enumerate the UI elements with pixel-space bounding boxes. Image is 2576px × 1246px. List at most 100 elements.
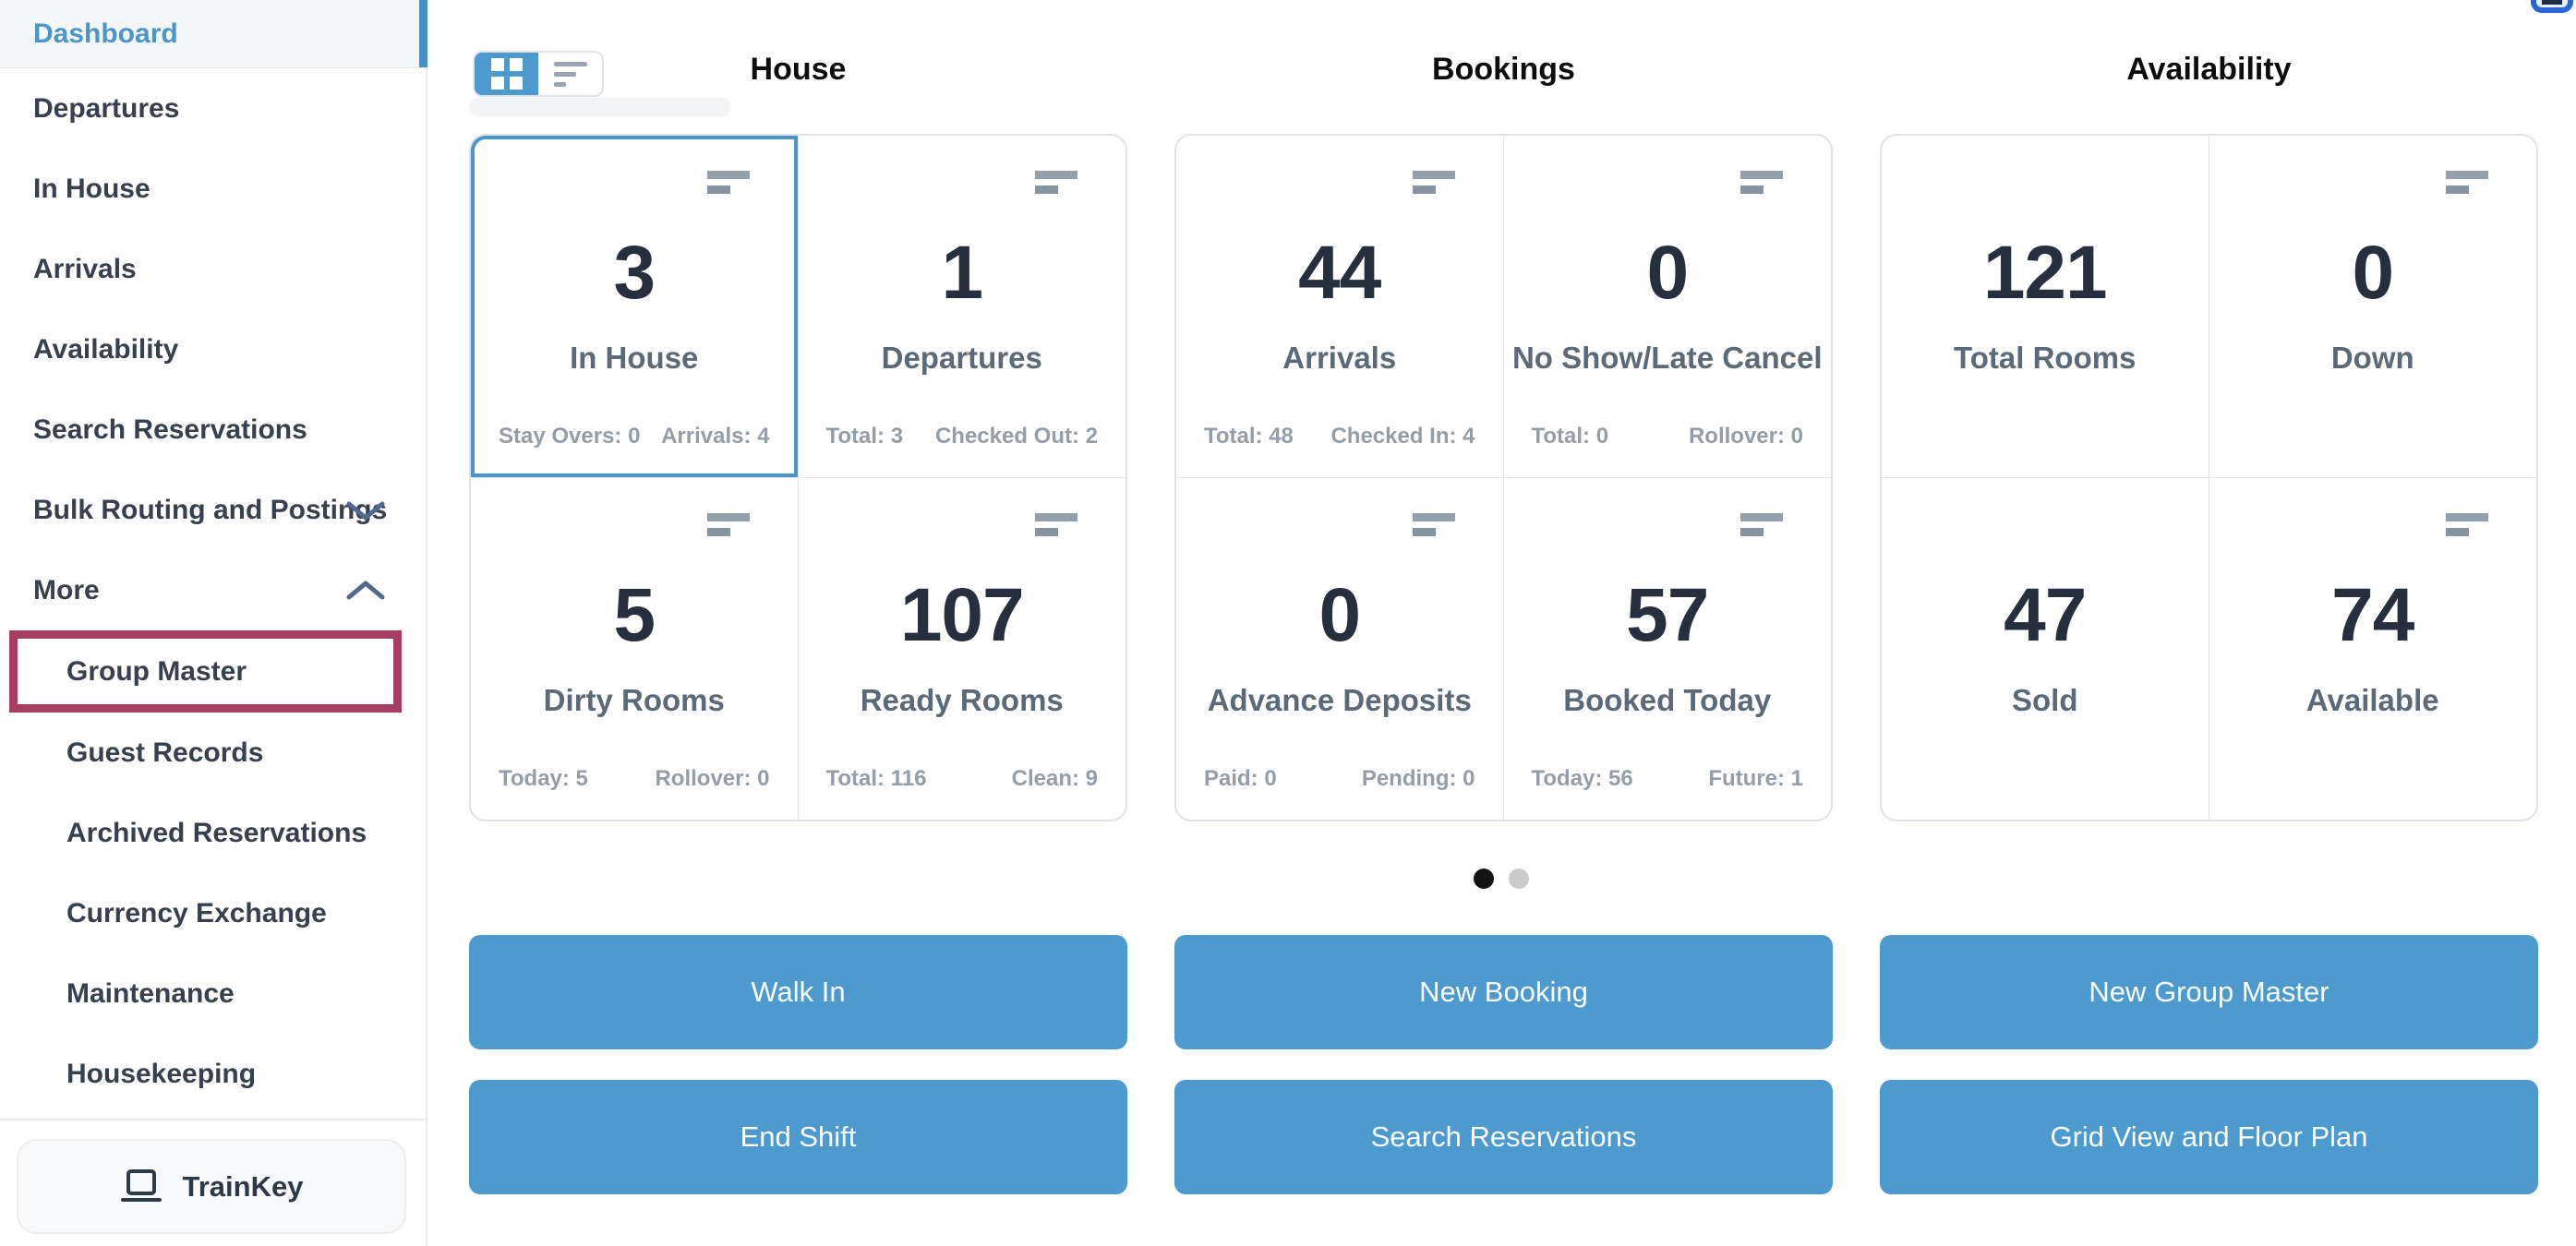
sidebar-item-label: Bulk Routing and Postings	[33, 494, 388, 525]
stat-value: 0	[1646, 231, 1689, 315]
sidebar-item-label: Currency Exchange	[66, 897, 327, 929]
sidebar-item-in-house[interactable]: In House	[0, 149, 426, 229]
stat-footer: Total: 116 Clean: 9	[826, 766, 1099, 792]
widget-glyph	[2542, 0, 2552, 5]
stat-value: 44	[1298, 231, 1381, 315]
stat-card-sold[interactable]: 47 Sold	[1882, 477, 2209, 820]
stat-footer-right: Checked In: 4	[1330, 423, 1475, 449]
trainkey-label: TrainKey	[182, 1169, 304, 1203]
stat-footer: Total: 3 Checked Out: 2	[826, 424, 1099, 449]
stat-label: In House	[570, 341, 699, 375]
card-menu-icon[interactable]	[2446, 512, 2488, 536]
stat-footer-left: Stay Overs: 0	[499, 423, 641, 449]
carousel-scrollbar[interactable]	[469, 98, 731, 116]
card-menu-icon[interactable]	[1412, 512, 1455, 536]
stat-card-arrivals[interactable]: 44 Arrivals Total: 48 Checked In: 4	[1176, 136, 1504, 478]
sidebar-item-arrivals[interactable]: Arrivals	[0, 229, 426, 309]
stat-label: Booked Today	[1563, 682, 1772, 717]
card-menu-icon[interactable]	[2446, 171, 2488, 194]
sidebar-item-group-master[interactable]: Group Master	[18, 639, 247, 704]
sidebar-item-guest-records[interactable]: Guest Records	[0, 713, 426, 793]
stat-footer-left: Today: 56	[1531, 766, 1633, 791]
stat-value: 121	[1982, 231, 2108, 315]
pagination-dot[interactable]	[1509, 869, 1529, 889]
sidebar-item-currency-exchange[interactable]: Currency Exchange	[0, 873, 426, 953]
sidebar-item-more[interactable]: More	[0, 550, 426, 630]
sidebar-item-bulk-routing[interactable]: Bulk Routing and Postings	[0, 470, 426, 550]
new-booking-button[interactable]: New Booking	[1174, 935, 1833, 1049]
stat-card-down[interactable]: 0 Down	[2209, 136, 2536, 478]
stat-footer-left: Total: 116	[825, 766, 927, 791]
sidebar-item-label: Search Reservations	[33, 413, 307, 445]
stat-card-booked-today[interactable]: 57 Booked Today Today: 56 Future: 1	[1504, 478, 1832, 821]
availability-card-group: 121 Total Rooms 0 Down 47 Sold 74 Availa…	[1880, 134, 2538, 821]
new-group-master-button[interactable]: New Group Master	[1880, 935, 2538, 1049]
stat-label: Departures	[881, 341, 1042, 375]
card-menu-icon[interactable]	[1412, 171, 1455, 194]
sidebar-item-label: Availability	[33, 333, 179, 365]
group-master-highlight-box: Group Master	[9, 630, 402, 713]
stat-footer-left: Today: 5	[499, 766, 588, 791]
stat-value: 3	[613, 231, 656, 315]
sidebar-item-label: Arrivals	[33, 253, 137, 284]
sidebar-item-dashboard[interactable]: Dashboard	[0, 0, 427, 68]
laptop-icon	[120, 1168, 162, 1202]
grid-view-icon	[490, 58, 523, 90]
stat-card-departures[interactable]: 1 Departures Total: 3 Checked Out: 2	[798, 136, 1125, 478]
stat-footer: Stay Overs: 0 Arrivals: 4	[499, 424, 770, 449]
grid-view-button[interactable]	[475, 53, 538, 95]
pagination-dot-active[interactable]	[1474, 869, 1494, 889]
card-menu-icon[interactable]	[1035, 171, 1077, 194]
sidebar-item-label: Archived Reservations	[66, 817, 367, 848]
stat-value: 74	[2331, 572, 2414, 657]
stat-footer: Total: 48 Checked In: 4	[1204, 424, 1475, 449]
trainkey-button[interactable]: TrainKey	[17, 1139, 406, 1234]
stat-footer-right: Rollover: 0	[655, 766, 770, 791]
search-reservations-button[interactable]: Search Reservations	[1174, 1080, 1833, 1194]
card-menu-icon[interactable]	[706, 171, 750, 194]
stat-label: Total Rooms	[1954, 341, 2137, 375]
walk-in-button[interactable]: Walk In	[469, 935, 1127, 1049]
sidebar-item-search-reservations[interactable]: Search Reservations	[0, 389, 426, 470]
stat-card-ready-rooms[interactable]: 107 Ready Rooms Total: 116 Clean: 9	[799, 478, 1126, 821]
card-menu-icon[interactable]	[1035, 512, 1077, 536]
stat-value: 5	[613, 572, 656, 657]
stat-value: 1	[941, 231, 983, 315]
stat-card-dirty-rooms[interactable]: 5 Dirty Rooms Today: 5 Rollover: 0	[471, 477, 799, 820]
sidebar-item-departures[interactable]: Departures	[0, 68, 426, 149]
sidebar-item-label: Dashboard	[33, 18, 178, 49]
sidebar-item-housekeeping[interactable]: Housekeeping	[0, 1034, 426, 1114]
card-menu-icon[interactable]	[706, 512, 750, 536]
sidebar-item-label: Maintenance	[66, 977, 235, 1009]
stat-footer-right: Arrivals: 4	[661, 423, 770, 449]
sidebar-item-availability[interactable]: Availability	[0, 309, 426, 389]
end-shift-button[interactable]: End Shift	[469, 1080, 1127, 1194]
chevron-down-icon	[346, 501, 385, 520]
stat-footer-right: Checked Out: 2	[934, 423, 1098, 449]
sidebar: Dashboard Departures In House Arrivals A…	[0, 0, 427, 1246]
house-card-group: 3 In House Stay Overs: 0 Arrivals: 4 1 D…	[469, 134, 1127, 821]
sidebar-item-archived-reservations[interactable]: Archived Reservations	[0, 793, 426, 873]
card-menu-icon[interactable]	[1740, 171, 1783, 194]
stat-value: 47	[2004, 572, 2087, 657]
stat-footer: Paid: 0 Pending: 0	[1204, 766, 1475, 792]
stat-footer-left: Total: 48	[1204, 423, 1294, 449]
stat-card-total-rooms[interactable]: 121 Total Rooms	[1882, 136, 2209, 478]
stat-card-in-house[interactable]: 3 In House Stay Overs: 0 Arrivals: 4	[471, 136, 799, 478]
stat-card-advance-deposits[interactable]: 0 Advance Deposits Paid: 0 Pending: 0	[1176, 477, 1504, 820]
card-menu-icon[interactable]	[1740, 512, 1783, 536]
stat-card-available[interactable]: 74 Available	[2209, 478, 2537, 821]
sidebar-item-maintenance[interactable]: Maintenance	[0, 953, 426, 1034]
list-view-button[interactable]	[538, 53, 602, 95]
stat-footer-right: Rollover: 0	[1688, 423, 1803, 449]
stat-footer-left: Total: 3	[825, 423, 904, 449]
stat-card-no-show-late-cancel[interactable]: 0 No Show/Late Cancel Total: 0 Rollover:…	[1503, 136, 1831, 478]
main-content: House Bookings Availability 3 In House S…	[427, 0, 2576, 1246]
stat-footer-left: Paid: 0	[1204, 766, 1277, 791]
sidebar-item-label: Group Master	[66, 655, 247, 687]
sidebar-item-label: More	[33, 574, 100, 605]
scroll-top-widget[interactable]	[2531, 0, 2573, 13]
grid-view-floor-plan-button[interactable]: Grid View and Floor Plan	[1880, 1080, 2538, 1194]
stat-footer-right: Future: 1	[1708, 766, 1803, 791]
